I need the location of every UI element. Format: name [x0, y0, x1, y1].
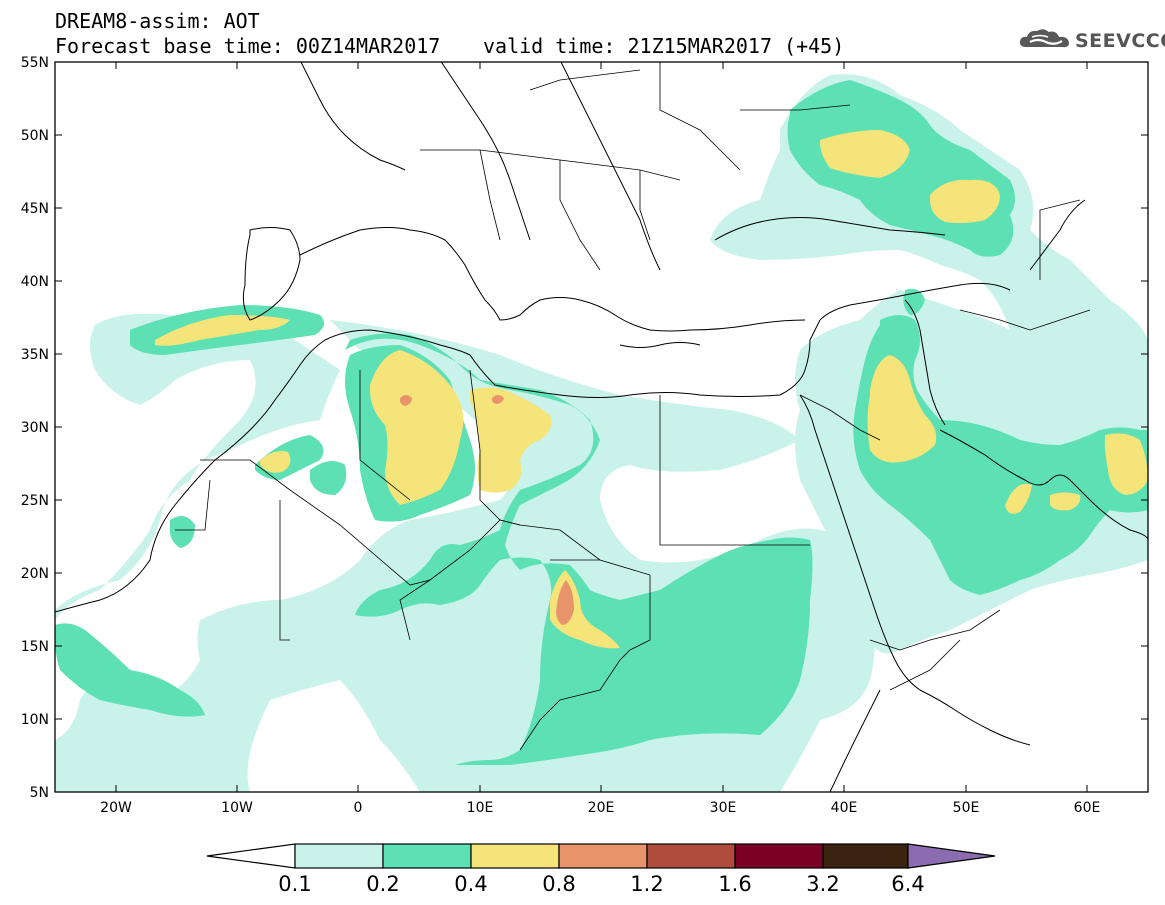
latitude-axis: 55N 50N 45N 40N 35N 30N 25N 20N 15N 10N … [21, 55, 1148, 801]
lon-tick-label: 20W [100, 800, 132, 816]
lat-tick-label: 35N [21, 347, 49, 363]
aot-contours [55, 62, 1148, 792]
colorbar-under-arrow [206, 843, 296, 869]
lon-tick-label: 60E [1074, 800, 1101, 816]
lon-tick-label: 30E [710, 800, 737, 816]
colorbar [206, 843, 996, 869]
lat-tick-label: 45N [21, 201, 49, 217]
longitude-axis: 20W 10W 0 10E 20E 30E 40E 50E 60E [100, 62, 1100, 816]
lat-tick-label: 10N [21, 712, 49, 728]
country-borders [175, 62, 1091, 751]
lat-tick-label: 30N [21, 420, 49, 436]
logo-text: SEEVCCC [1075, 30, 1165, 52]
valid-time: valid time: 21Z15MAR2017 (+45) [483, 34, 845, 58]
colorbar-bin [646, 843, 736, 869]
colorbar-label: 1.6 [718, 872, 752, 896]
lat-tick-label: 15N [21, 639, 49, 655]
map-title: DREAM8-assim: AOT [55, 9, 260, 33]
colorbar-bin [822, 843, 909, 869]
lat-tick-label: 20N [21, 566, 49, 582]
lon-tick-label: 40E [831, 800, 858, 816]
lat-tick-label: 50N [21, 128, 49, 144]
lon-tick-label: 20E [588, 800, 615, 816]
colorbar-bin [382, 843, 472, 869]
colorbar-over-arrow [907, 843, 996, 869]
lat-tick-label: 40N [21, 274, 49, 290]
colorbar-bin [294, 843, 384, 869]
colorbar-label: 0.1 [278, 872, 312, 896]
colorbar-bin [558, 843, 648, 869]
lon-tick-label: 50E [953, 800, 980, 816]
colorbar-bin [734, 843, 824, 869]
aot-level-0-8 [399, 395, 574, 625]
colorbar-label: 0.4 [454, 872, 488, 896]
coastlines [55, 62, 1148, 792]
lon-tick-label: 10E [467, 800, 494, 816]
colorbar-label: 0.2 [366, 872, 400, 896]
lat-tick-label: 25N [21, 493, 49, 509]
colorbar-bin [470, 843, 560, 869]
colorbar-label: 6.4 [891, 872, 925, 896]
lon-tick-label: 10W [221, 800, 253, 816]
colorbar-label: 0.8 [542, 872, 576, 896]
seevccc-logo: SEEVCCC [1018, 27, 1165, 55]
cloud-icon [1018, 27, 1072, 55]
lat-tick-label: 5N [30, 785, 49, 801]
forecast-base-time: Forecast base time: 00Z14MAR2017 [55, 34, 441, 58]
lat-tick-label: 55N [21, 55, 49, 71]
colorbar-label: 1.2 [630, 872, 664, 896]
lon-tick-label: 0 [354, 800, 363, 816]
colorbar-label: 3.2 [806, 872, 840, 896]
